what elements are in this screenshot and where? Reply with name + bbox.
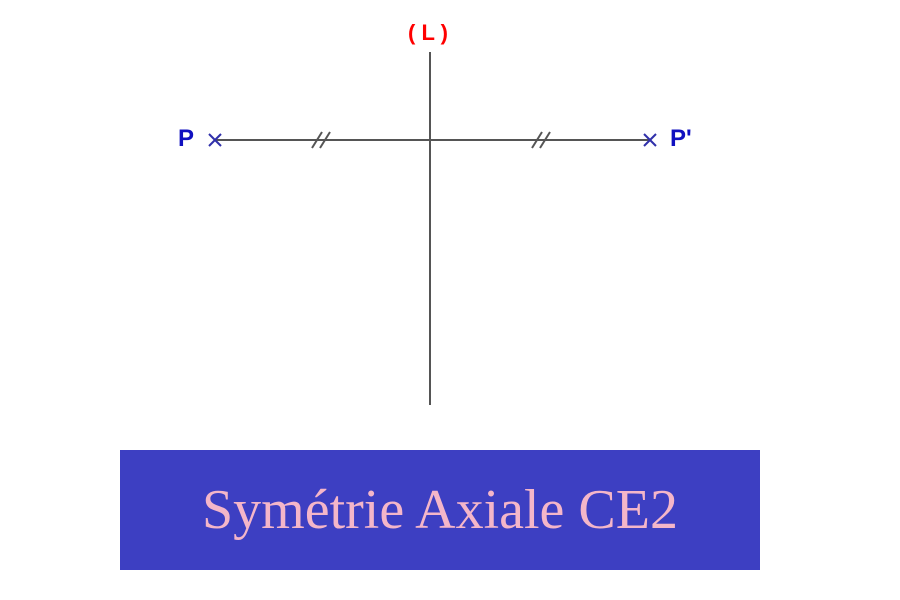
diagram-canvas: ( L ) P P' Symétrie Axiale CE2 [0, 0, 900, 600]
point-label-Pprime: P' [670, 125, 692, 153]
point-label-P: P [178, 125, 194, 153]
axis-label-L: ( L ) [408, 20, 448, 46]
title-box: Symétrie Axiale CE2 [120, 450, 760, 570]
